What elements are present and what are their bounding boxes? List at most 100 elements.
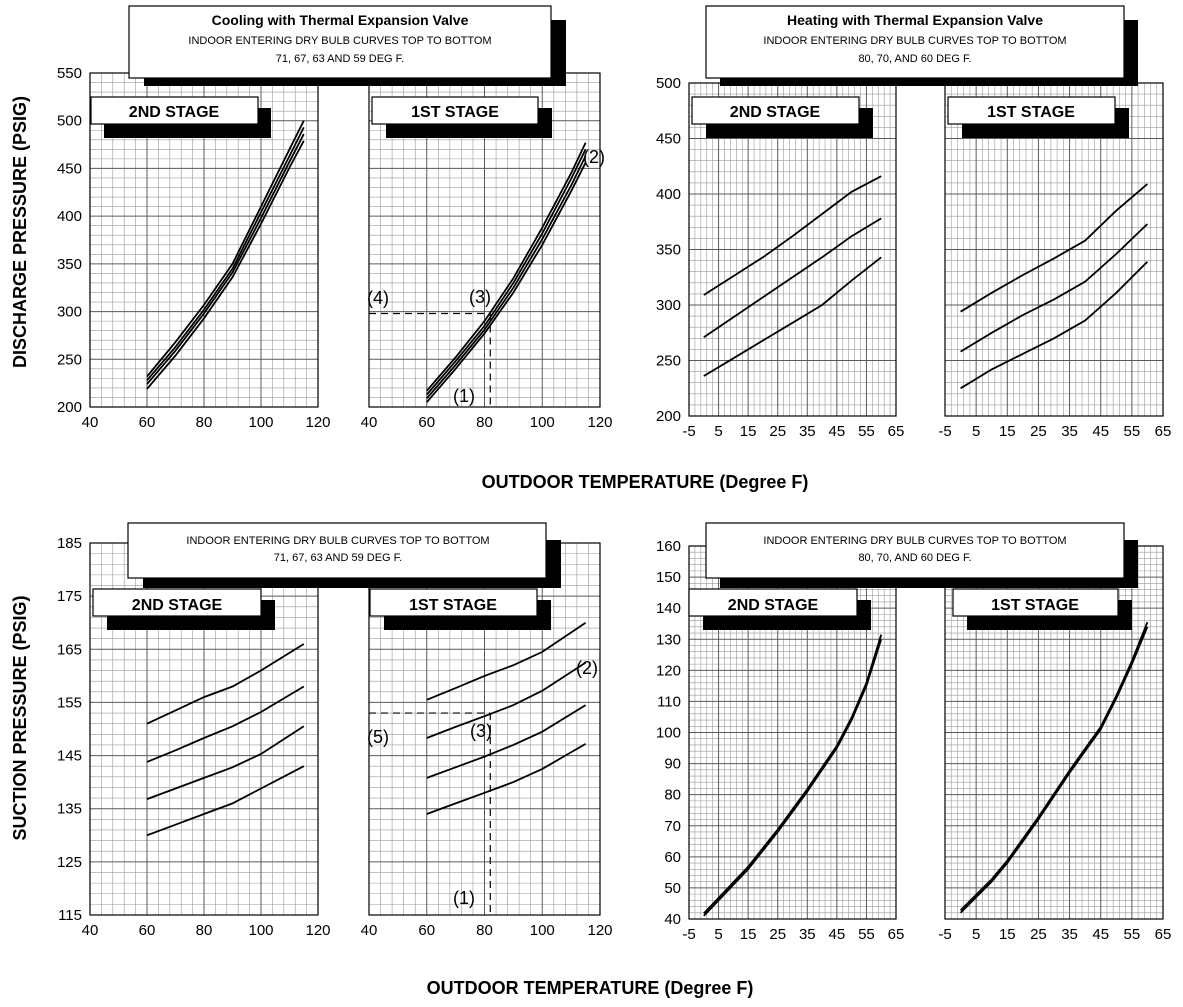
x-tick-label: 45 bbox=[829, 423, 846, 440]
x-tick-label: 40 bbox=[361, 414, 378, 431]
cooling-suction-subtitle-line2: 71, 67, 63 AND 59 DEG F. bbox=[274, 552, 402, 564]
y-tick-label: 500 bbox=[57, 113, 82, 130]
x-tick-label: 60 bbox=[418, 922, 435, 939]
series-line-3 bbox=[426, 704, 587, 779]
series-line-3 bbox=[426, 155, 587, 399]
y-tick-label: 350 bbox=[57, 256, 82, 273]
cooling-suction-box-face bbox=[127, 522, 547, 579]
x-tick-label: 25 bbox=[769, 423, 786, 440]
y-tick-label: 125 bbox=[57, 854, 82, 871]
stage-label-2nd-heat-discharge: 2ND STAGE bbox=[730, 104, 821, 121]
stage-face-bhl bbox=[688, 588, 858, 617]
y-tick-label: 150 bbox=[656, 569, 681, 586]
y-tick-label: 200 bbox=[656, 408, 681, 425]
cooling-title-box: Cooling with Thermal Expansion Valve IND… bbox=[128, 5, 566, 86]
x-tick-label: 65 bbox=[1155, 926, 1172, 943]
x-tick-label: -5 bbox=[682, 423, 695, 440]
y-tick-label: 90 bbox=[664, 756, 681, 773]
x-tick-label: 60 bbox=[139, 414, 156, 431]
y-tick-label: 250 bbox=[656, 353, 681, 370]
y-tick-label: 450 bbox=[656, 131, 681, 148]
x-tick-label: 80 bbox=[196, 922, 213, 939]
x-tick-label: 40 bbox=[82, 414, 99, 431]
x-tick-label: 65 bbox=[888, 926, 905, 943]
x-tick-label: 40 bbox=[361, 922, 378, 939]
top-x-axis-title: OUTDOOR TEMPERATURE (Degree F) bbox=[482, 472, 809, 492]
y-tick-label: 300 bbox=[656, 297, 681, 314]
series-line-3 bbox=[146, 133, 305, 385]
x-tick-label: 35 bbox=[799, 926, 816, 943]
x-tick-label: 35 bbox=[799, 423, 816, 440]
y-tick-label: 100 bbox=[656, 725, 681, 742]
x-tick-label: 100 bbox=[248, 414, 273, 431]
x-tick-label: 40 bbox=[82, 922, 99, 939]
x-tick-label: 100 bbox=[530, 414, 555, 431]
cooling-suction-subtitle-line1: INDOOR ENTERING DRY BULB CURVES TOP TO B… bbox=[186, 535, 489, 547]
y-tick-label: 400 bbox=[656, 186, 681, 203]
series-line-1 bbox=[426, 142, 587, 392]
annotation-2-top: (2) bbox=[583, 147, 605, 167]
cooling-title-box-face bbox=[128, 5, 552, 79]
series-line-2 bbox=[703, 217, 882, 338]
x-tick-label: 25 bbox=[1030, 423, 1047, 440]
x-tick-label: 55 bbox=[1124, 423, 1141, 440]
x-tick-label: 15 bbox=[740, 926, 757, 943]
y-tick-label: 200 bbox=[57, 399, 82, 416]
series-line-4 bbox=[146, 140, 305, 390]
y-tick-label: 160 bbox=[656, 538, 681, 555]
stage-face-tc bbox=[371, 96, 539, 125]
x-tick-label: 5 bbox=[972, 926, 980, 943]
x-tick-label: 35 bbox=[1061, 926, 1078, 943]
x-tick-label: 120 bbox=[587, 414, 612, 431]
annotation-3-top: (3) bbox=[469, 287, 491, 307]
x-tick-label: 80 bbox=[196, 414, 213, 431]
stage-face-bl bbox=[92, 588, 262, 617]
heating-subtitle-line2: 80, 70, AND 60 DEG F. bbox=[858, 53, 971, 65]
x-tick-label: 120 bbox=[305, 414, 330, 431]
y-tick-label: 135 bbox=[57, 801, 82, 818]
series-line-1 bbox=[146, 643, 305, 725]
y-tick-label: 80 bbox=[664, 787, 681, 804]
heating-title-box-face bbox=[705, 5, 1125, 79]
x-tick-label: 80 bbox=[476, 414, 493, 431]
series-line-3 bbox=[146, 725, 305, 800]
cooling-subtitle-line2: 71, 67, 63 AND 59 DEG F. bbox=[276, 53, 404, 65]
series-line-2 bbox=[703, 634, 883, 915]
heating-suction-subtitle-line1: INDOOR ENTERING DRY BULB CURVES TOP TO B… bbox=[763, 535, 1066, 547]
y-tick-label: 40 bbox=[664, 911, 681, 928]
x-tick-label: -5 bbox=[938, 926, 951, 943]
stage-label-1st-heat-suction: 1ST STAGE bbox=[991, 597, 1079, 614]
x-tick-label: 55 bbox=[858, 423, 875, 440]
stage-label-2nd-heat-suction: 2ND STAGE bbox=[728, 597, 819, 614]
stage-label-1st-cool-suction: 1ST STAGE bbox=[409, 597, 497, 614]
y-tick-label: 185 bbox=[57, 535, 82, 552]
annotation-2-bottom: (2) bbox=[576, 658, 598, 678]
x-tick-label: -5 bbox=[682, 926, 695, 943]
suction-y-axis-title: SUCTION PRESSURE (PSIG) bbox=[10, 595, 30, 840]
y-tick-label: 165 bbox=[57, 641, 82, 658]
y-tick-label: 120 bbox=[656, 662, 681, 679]
stage-face-bhr bbox=[952, 588, 1119, 617]
y-tick-label: 350 bbox=[656, 242, 681, 259]
heating-title: Heating with Thermal Expansion Valve bbox=[787, 12, 1043, 28]
y-tick-label: 50 bbox=[664, 880, 681, 897]
y-tick-label: 400 bbox=[57, 208, 82, 225]
discharge-y-axis-title: DISCHARGE PRESSURE (PSIG) bbox=[10, 96, 30, 368]
annotation-4: (4) bbox=[367, 288, 389, 308]
series-line-1 bbox=[703, 175, 882, 296]
series-line-4 bbox=[146, 765, 305, 837]
chart-heat-discharge-1st: -5 5 15 25 35 45 55 65 bbox=[938, 82, 1171, 440]
y-tick-label: 115 bbox=[58, 907, 82, 924]
axis-titles: DISCHARGE PRESSURE (PSIG) SUCTION PRESSU… bbox=[10, 96, 808, 998]
y-tick-label: 550 bbox=[57, 65, 82, 82]
heating-suction-box-face bbox=[705, 522, 1125, 579]
series-line-1 bbox=[146, 120, 305, 378]
stage-labels: 2ND STAGE 1ST STAGE 2ND STAGE 1ST STAGE … bbox=[90, 96, 1132, 630]
series-line-1 bbox=[426, 621, 587, 701]
x-tick-label: 45 bbox=[1092, 423, 1109, 440]
x-tick-label: 45 bbox=[829, 926, 846, 943]
x-tick-label: 60 bbox=[139, 922, 156, 939]
chart-heat-discharge-2nd: -5 5 15 25 35 45 55 65 200 250 300 350 400 450 500 bbox=[656, 75, 904, 440]
